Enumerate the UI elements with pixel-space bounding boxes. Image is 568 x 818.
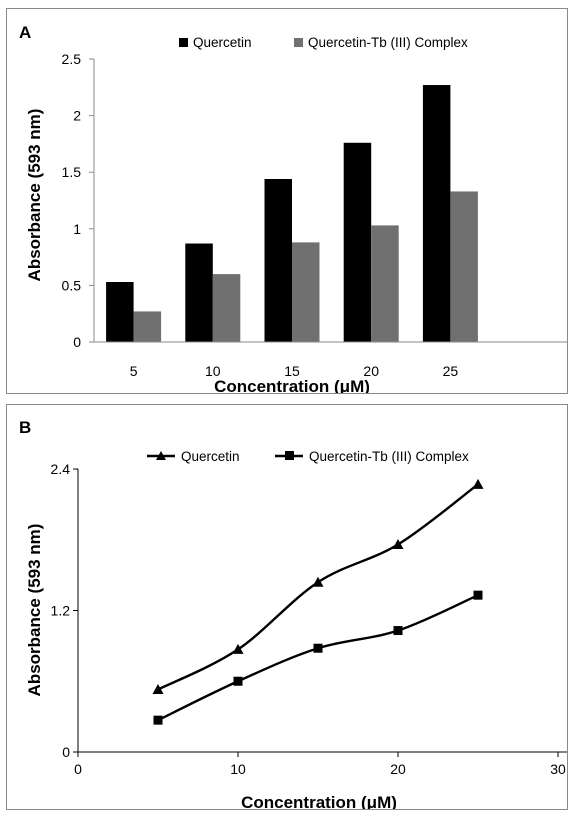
x-tick-label: 15 [284,363,300,379]
bar-quercetin [422,85,451,342]
panel-letter: B [19,418,31,437]
x-tick-label: 20 [363,363,379,379]
x-tick-label: 20 [390,761,406,777]
x-tick-label: 10 [205,363,221,379]
x-tick-label: 30 [550,761,566,777]
data-point-quercetin [312,576,324,587]
x-tick-label: 0 [74,761,82,777]
bar-quercetin [106,282,134,342]
x-axis-title: Concentration (μM) [241,793,397,809]
data-point-complex [153,715,163,725]
line-chart: B 0 1.2 2.4 0 10 20 30 Concentration (μM) Abs… [19,418,567,809]
x-tick-label: 5 [130,363,138,379]
x-axis-title: Concentration (μM) [214,377,370,393]
bar-complex [292,242,320,342]
bar-quercetin [264,178,292,342]
data-point-quercetin [232,643,244,654]
legend-label-quercetin: Quercetin [181,449,240,464]
data-point-complex [313,643,323,653]
series-line-complex [157,594,479,722]
data-point-quercetin [472,478,484,489]
bar-quercetin [343,142,372,342]
legend-label-quercetin: Quercetin [193,35,252,50]
y-axis-title: Absorbance (593 nm) [25,109,44,282]
x-tick-label: 25 [443,363,459,379]
legend-label-complex: Quercetin-Tb (III) Complex [308,35,468,50]
bar-complex [133,311,162,342]
legend: Quercetin Quercetin-Tb (III) Complex [179,35,468,50]
y-tick-label: 2 [73,108,81,124]
y-tick-label: 0.5 [62,277,82,293]
y-tick-label: 1.5 [62,164,82,180]
bar-chart: A 0 0.5 1 1.5 2 2.5 5 10 15 20 25 Concentration (… [19,23,567,393]
data-point-complex [473,590,483,600]
panel-letter: A [19,23,31,42]
bar-complex [212,274,241,342]
legend-square-marker [285,451,294,460]
bar-complex [371,225,399,342]
y-tick-label: 1.2 [51,603,71,619]
chart-panel-a: A 0 0.5 1 1.5 2 2.5 5 10 15 20 25 Concentration (… [6,8,568,394]
y-tick-label: 2.4 [51,461,71,477]
x-tick-label: 10 [230,761,246,777]
legend-label-complex: Quercetin-Tb (III) Complex [309,449,469,464]
bar-complex [450,191,478,342]
chart-panel-b: B 0 1.2 2.4 0 10 20 30 Concentration (μM) Abs… [6,404,568,810]
series-line-quercetin [157,483,479,691]
bar-quercetin [185,243,213,342]
data-point-quercetin [152,684,164,695]
legend: Quercetin Quercetin-Tb (III) Complex [147,449,469,464]
data-point-complex [393,626,403,636]
y-tick-label: 0 [62,744,70,760]
legend-triangle-marker [156,451,166,460]
legend-swatch-complex [294,38,303,47]
y-tick-label: 1 [73,221,81,237]
data-point-complex [233,676,243,686]
y-axis-title: Absorbance (593 nm) [25,524,44,697]
y-tick-label: 0 [73,334,81,350]
data-point-quercetin [392,538,404,549]
y-tick-label: 2.5 [62,51,82,67]
legend-swatch-quercetin [179,38,188,47]
